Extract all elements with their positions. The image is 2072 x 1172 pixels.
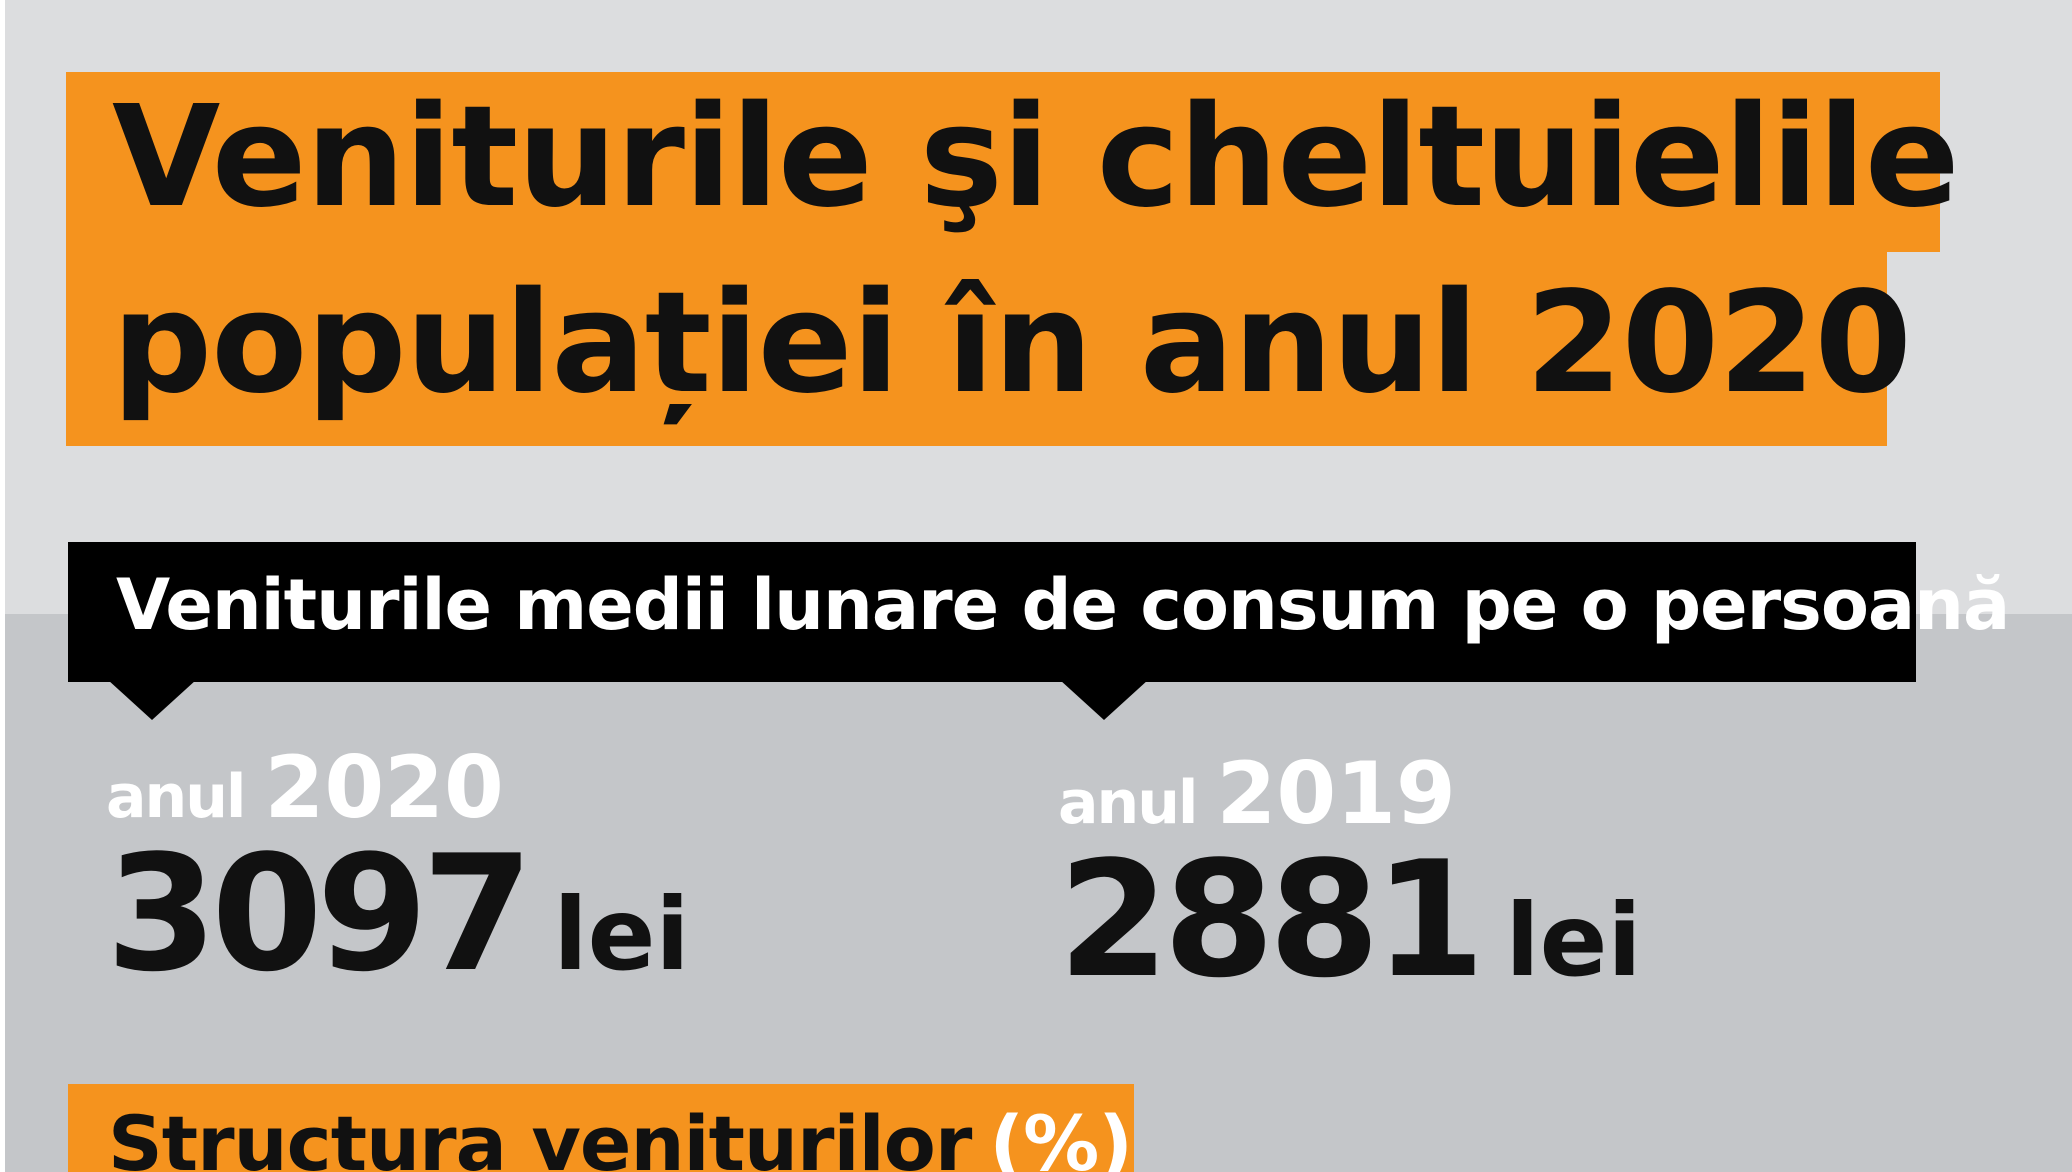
banner-pointer-right (1060, 680, 1148, 720)
year-prefix: anul (106, 762, 246, 832)
amount-line: 2881 lei (1058, 840, 1642, 1000)
section-header: Structura veniturilor (%) (68, 1084, 1134, 1172)
title-line-1-box: Veniturile şi cheltuielile (66, 72, 1960, 252)
amount-line: 3097 lei (106, 834, 690, 994)
left-edge-strip (0, 0, 5, 1172)
amount-value: 2881 (1058, 826, 1485, 1013)
title-line-1: Veniturile şi cheltuielile (112, 76, 1960, 239)
title-line-2-box: populației în anul 2020 (66, 252, 1912, 446)
banner-pointer-left (108, 680, 196, 720)
section-title: Structura veniturilor (108, 1099, 972, 1172)
section-title-line: Structura veniturilor (%) (108, 1106, 1133, 1172)
section-unit: (%) (989, 1099, 1133, 1172)
amount-unit: lei (1505, 882, 1642, 999)
year-value: 2020 (264, 738, 504, 838)
year-prefix: anul (1058, 768, 1198, 838)
year-line: anul 2020 (106, 738, 504, 838)
year-value: 2019 (1216, 744, 1456, 844)
year-line: anul 2019 (1058, 744, 1456, 844)
section-banner: Veniturile medii lunare de consum pe o p… (68, 542, 2010, 682)
amount-unit: lei (553, 876, 690, 993)
banner-text: Veniturile medii lunare de consum pe o p… (116, 564, 2010, 646)
background-bottom (5, 614, 2072, 1172)
amount-value: 3097 (106, 820, 533, 1007)
title-line-2: populației în anul 2020 (112, 262, 1912, 425)
